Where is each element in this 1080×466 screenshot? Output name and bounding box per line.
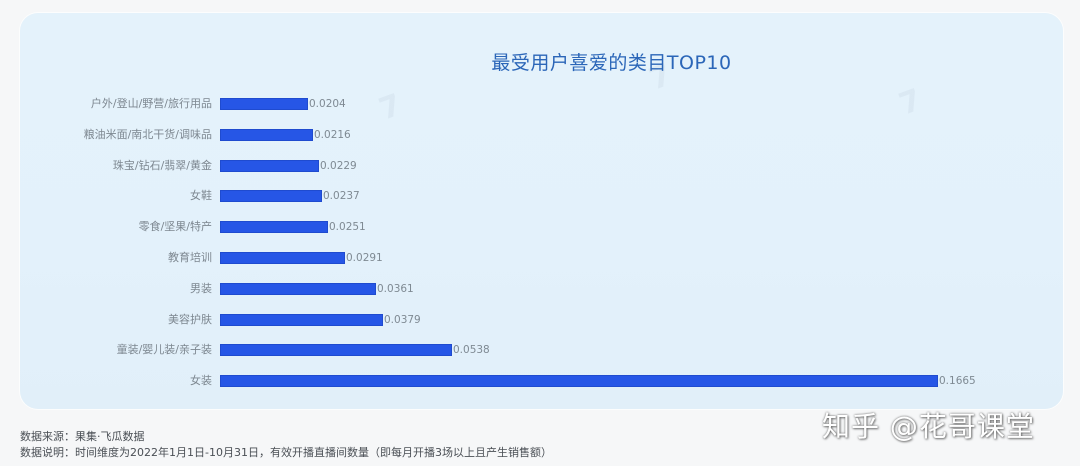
bar xyxy=(220,98,308,110)
bar xyxy=(220,344,452,356)
bar xyxy=(220,252,345,264)
category-label: 户外/登山/野营/旅行用品 xyxy=(90,97,212,110)
category-label: 男装 xyxy=(190,282,212,295)
data-note: 数据说明：时间维度为2022年1月1日-10月31日，有效开播直播间数量（即每月… xyxy=(20,446,552,459)
category-label: 粮油米面/南北干货/调味品 xyxy=(83,128,212,141)
value-label: 0.0204 xyxy=(309,98,346,110)
bar xyxy=(220,375,938,387)
data-source: 数据来源：果集·飞瓜数据 xyxy=(20,430,145,443)
value-label: 0.0237 xyxy=(323,190,360,202)
value-label: 0.0379 xyxy=(384,314,421,326)
bar xyxy=(220,283,376,295)
value-label: 0.0251 xyxy=(329,221,366,233)
category-label: 女鞋 xyxy=(190,189,212,202)
bar xyxy=(220,129,313,141)
chart-title: 最受用户喜爱的类目TOP10 xyxy=(491,52,732,74)
value-label: 0.0538 xyxy=(453,344,490,356)
bar xyxy=(220,160,319,172)
category-label: 教育培训 xyxy=(168,251,212,264)
category-label: 零食/坚果/特产 xyxy=(138,220,212,233)
category-label: 童装/婴儿装/亲子装 xyxy=(116,343,212,356)
category-label: 女装 xyxy=(190,374,212,387)
value-label: 0.0291 xyxy=(346,252,383,264)
category-label: 美容护肤 xyxy=(168,313,212,326)
value-label: 0.0229 xyxy=(320,160,357,172)
value-label: 0.0216 xyxy=(314,129,351,141)
bar xyxy=(220,221,328,233)
category-label: 珠宝/钻石/翡翠/黄金 xyxy=(112,159,212,172)
bar xyxy=(220,314,383,326)
zhihu-watermark: 知乎 @花哥课堂 xyxy=(822,410,1035,443)
value-label: 0.0361 xyxy=(377,283,414,295)
chart-card xyxy=(20,13,1063,409)
bar xyxy=(220,190,322,202)
value-label: 0.1665 xyxy=(939,375,976,387)
